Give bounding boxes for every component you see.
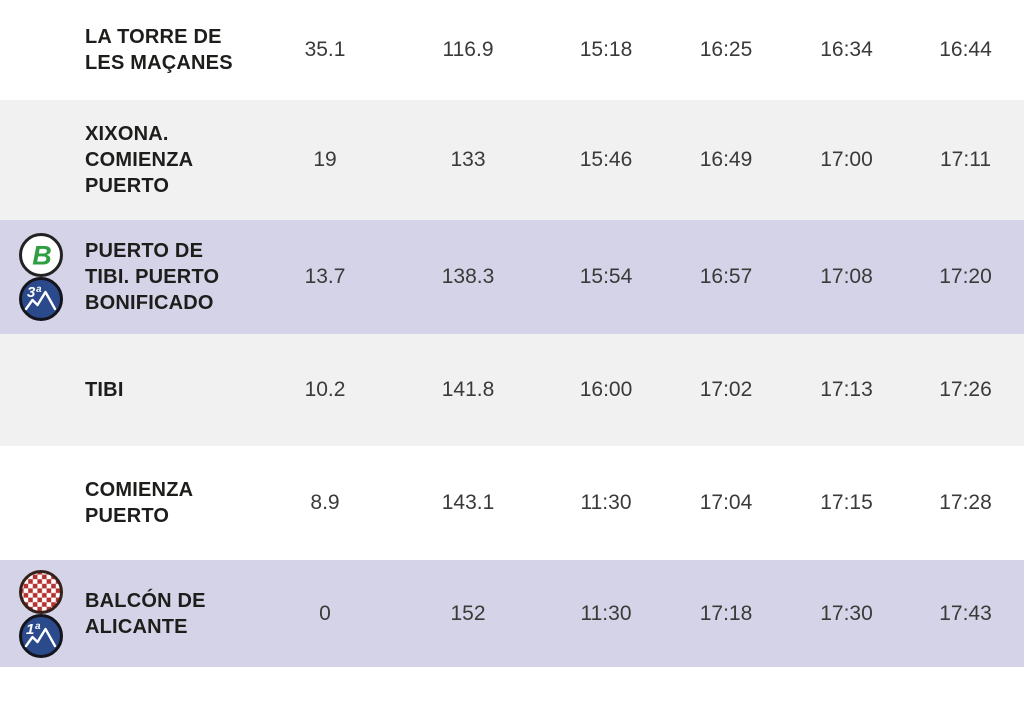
svg-text:3ª: 3ª (27, 284, 41, 301)
km-covered: 143.1 (441, 491, 495, 514)
table-row: B 3ª PUERTO DE TIBI. PUERTO BONIFICADO 1… (0, 220, 1024, 334)
table-row: 1ª BALCÓN DE ALICANTE 0 152 11:30 17:18 … (0, 560, 1024, 667)
km-covered: 152 (450, 601, 486, 625)
waypoint-name: COMIENZA PUERTO (85, 479, 194, 527)
time-3: 17:13 (820, 378, 873, 401)
waypoint-name: LA TORRE DE LES MAÇANES (85, 26, 233, 74)
time-2: 17:18 (699, 601, 753, 625)
table-row: XIXONA. COMIENZA PUERTO 19 133 15:46 16:… (0, 100, 1024, 220)
km-remaining: 35.1 (304, 38, 346, 61)
km-covered: 141.8 (441, 378, 495, 401)
waypoint-name: TIBI (85, 379, 124, 401)
stage-timetable: LA TORRE DE LES MAÇANES 35.1 116.9 15:18… (0, 0, 1024, 667)
table-row: TIBI 10.2 141.8 16:00 17:02 17:13 17:26 (0, 334, 1024, 446)
finish-icon (19, 569, 63, 614)
km-remaining: 8.9 (310, 491, 340, 514)
time-1: 11:30 (580, 491, 632, 514)
waypoint-name: BALCÓN DE ALICANTE (85, 589, 206, 638)
time-4: 17:20 (939, 265, 992, 288)
time-3: 17:08 (820, 265, 873, 288)
km-covered: 116.9 (442, 38, 494, 61)
time-2: 16:57 (699, 265, 753, 288)
time-2: 17:04 (699, 491, 753, 514)
time-1: 16:00 (579, 378, 633, 401)
waypoint-name: PUERTO DE TIBI. PUERTO BONIFICADO (85, 240, 220, 314)
row-icons: B 3ª (0, 233, 70, 321)
time-1: 15:46 (579, 148, 633, 171)
time-3: 16:34 (820, 38, 873, 61)
time-3: 17:00 (820, 148, 873, 171)
time-4: 16:44 (939, 38, 992, 61)
time-1: 15:54 (579, 265, 633, 288)
time-1: 11:30 (580, 601, 632, 625)
time-3: 17:15 (820, 491, 873, 514)
waypoint-name: XIXONA. COMIENZA PUERTO (85, 123, 194, 197)
km-covered: 133 (450, 148, 486, 171)
km-remaining: 10.2 (304, 378, 346, 401)
time-4: 17:11 (940, 148, 991, 171)
km-remaining: 13.7 (304, 265, 346, 288)
bonus-sprint-icon: B (19, 233, 63, 277)
time-2: 16:49 (699, 148, 753, 171)
time-4: 17:43 (939, 601, 992, 625)
category-3-climb-icon: 3ª (19, 277, 63, 321)
category-1-climb-icon: 1ª (19, 613, 63, 658)
time-4: 17:26 (939, 378, 992, 401)
time-4: 17:28 (939, 491, 992, 514)
time-1: 15:18 (579, 38, 633, 61)
row-icons: 1ª (0, 569, 70, 658)
svg-text:1ª: 1ª (26, 621, 40, 638)
km-remaining: 19 (313, 148, 337, 171)
svg-text:B: B (32, 241, 52, 271)
table-row: COMIENZA PUERTO 8.9 143.1 11:30 17:04 17… (0, 446, 1024, 560)
time-3: 17:30 (820, 601, 873, 625)
km-covered: 138.3 (441, 265, 495, 288)
time-2: 17:02 (699, 378, 753, 401)
km-remaining: 0 (319, 601, 331, 625)
table-row: LA TORRE DE LES MAÇANES 35.1 116.9 15:18… (0, 0, 1024, 100)
time-2: 16:25 (699, 38, 753, 61)
